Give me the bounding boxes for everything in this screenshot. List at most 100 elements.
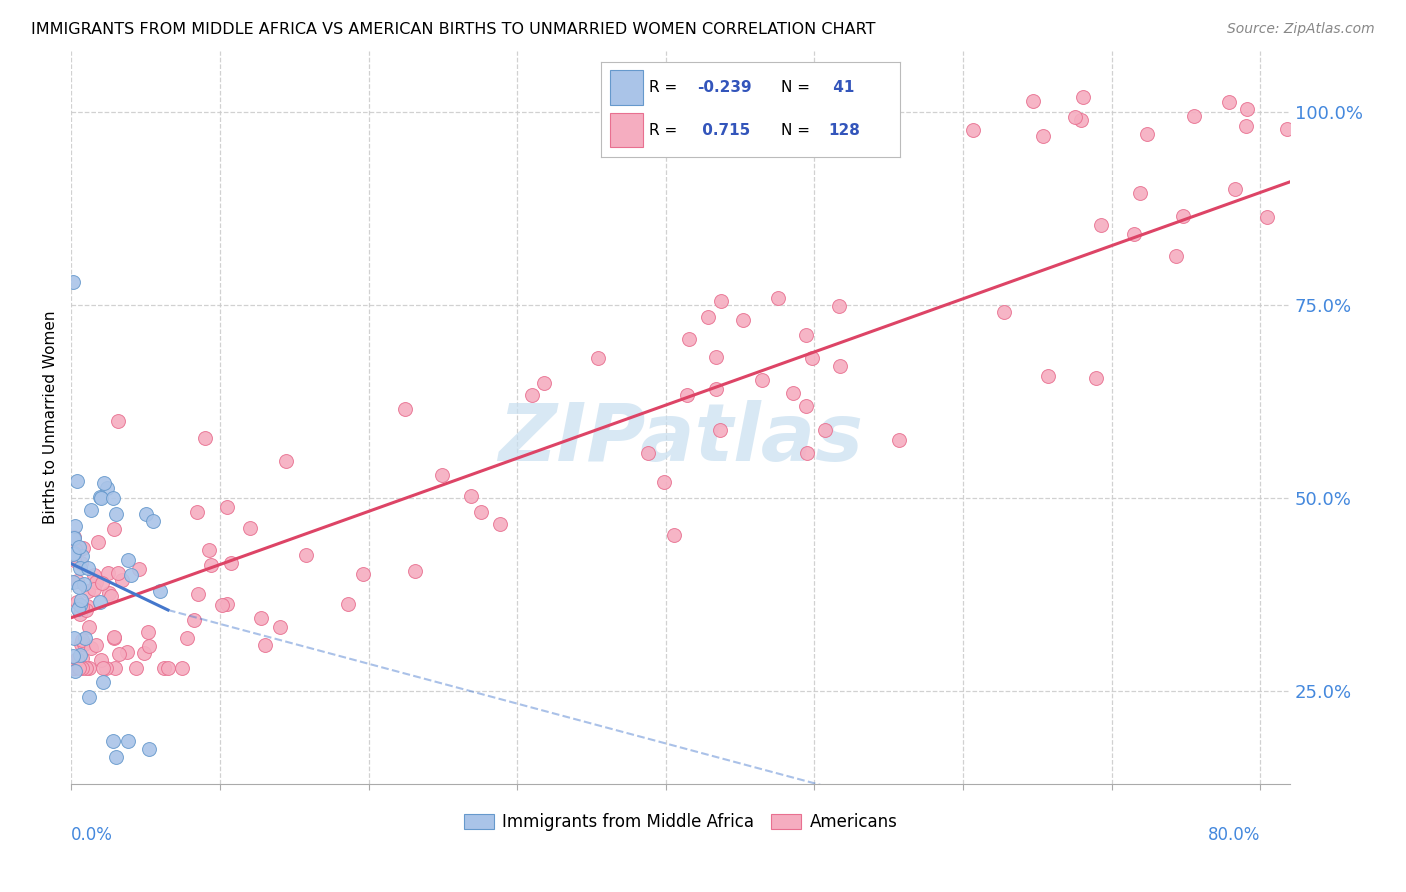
Point xyxy=(100,589,122,603)
Point xyxy=(1234,119,1257,133)
Y-axis label: Births to Unmarried Women: Births to Unmarried Women xyxy=(44,310,58,524)
Point xyxy=(87,535,110,549)
Point xyxy=(70,549,93,563)
Point xyxy=(170,661,193,675)
Point xyxy=(336,597,359,611)
Point xyxy=(142,514,165,528)
Point xyxy=(704,383,727,397)
Point xyxy=(62,275,84,289)
Text: 0.0%: 0.0% xyxy=(72,826,114,844)
Point xyxy=(103,630,125,644)
Point xyxy=(828,299,851,313)
Point xyxy=(239,521,262,535)
Point xyxy=(63,664,86,678)
Point xyxy=(101,734,124,748)
Legend: Immigrants from Middle Africa, Americans: Immigrants from Middle Africa, Americans xyxy=(457,806,904,838)
Point xyxy=(294,548,316,562)
Point xyxy=(62,661,84,675)
Point xyxy=(75,661,97,675)
Point xyxy=(103,631,125,645)
Point xyxy=(70,661,93,675)
Text: Source: ZipAtlas.com: Source: ZipAtlas.com xyxy=(1227,22,1375,37)
Point xyxy=(120,568,142,582)
Point xyxy=(70,600,93,615)
Point xyxy=(993,305,1015,319)
Point xyxy=(200,558,222,573)
Point xyxy=(269,620,291,634)
Point xyxy=(67,540,90,554)
Point xyxy=(676,387,699,401)
Point xyxy=(1071,90,1094,104)
Point xyxy=(766,291,789,305)
Point xyxy=(128,562,150,576)
Point xyxy=(83,567,105,582)
Point xyxy=(107,566,129,581)
Point xyxy=(394,402,416,417)
Point xyxy=(1122,227,1144,241)
Point xyxy=(89,595,111,609)
Point xyxy=(104,507,127,521)
Point xyxy=(62,530,84,544)
Point xyxy=(889,434,911,448)
Point xyxy=(72,541,94,556)
Point xyxy=(586,351,609,365)
Point xyxy=(63,542,86,557)
Point xyxy=(83,582,105,596)
Point xyxy=(404,564,426,578)
Point xyxy=(470,505,492,519)
Point xyxy=(1225,182,1247,196)
Point xyxy=(1031,128,1053,143)
Point xyxy=(1070,113,1092,128)
Point xyxy=(138,640,160,654)
Point xyxy=(73,631,96,645)
Point xyxy=(138,742,160,756)
Point xyxy=(62,532,84,546)
Point xyxy=(90,653,112,667)
Point xyxy=(108,648,131,662)
Point xyxy=(1277,121,1299,136)
Point xyxy=(62,656,84,670)
Point xyxy=(70,637,93,651)
Point xyxy=(67,661,90,675)
Point xyxy=(66,652,89,666)
Point xyxy=(111,574,134,588)
Point xyxy=(432,467,454,482)
Point xyxy=(1173,209,1195,223)
Point xyxy=(520,388,543,402)
Point xyxy=(66,595,89,609)
Point xyxy=(79,641,101,656)
Point xyxy=(94,661,117,675)
Point xyxy=(62,648,84,663)
Point xyxy=(76,561,98,575)
Point xyxy=(132,646,155,660)
Point xyxy=(70,556,93,570)
Point xyxy=(117,553,139,567)
Point xyxy=(352,567,374,582)
Point xyxy=(67,580,90,594)
Point xyxy=(136,624,159,639)
Point xyxy=(1129,186,1152,200)
Point xyxy=(709,423,731,437)
Point xyxy=(1090,218,1112,232)
Point xyxy=(79,690,101,705)
Point xyxy=(215,500,238,515)
Point xyxy=(101,491,124,505)
Point xyxy=(63,552,86,566)
Point xyxy=(115,645,138,659)
Point xyxy=(90,576,112,591)
Point xyxy=(63,661,86,675)
Point xyxy=(186,505,208,519)
Point xyxy=(211,598,233,612)
Point xyxy=(63,550,86,565)
Point xyxy=(1036,368,1059,383)
Point xyxy=(69,560,91,574)
Point xyxy=(1084,370,1107,384)
Point xyxy=(1136,127,1159,141)
Point xyxy=(250,610,273,624)
Point xyxy=(77,661,100,675)
Point xyxy=(533,376,555,390)
Point xyxy=(194,431,217,445)
Point xyxy=(91,675,114,690)
Point xyxy=(73,577,96,591)
Point xyxy=(678,332,700,346)
